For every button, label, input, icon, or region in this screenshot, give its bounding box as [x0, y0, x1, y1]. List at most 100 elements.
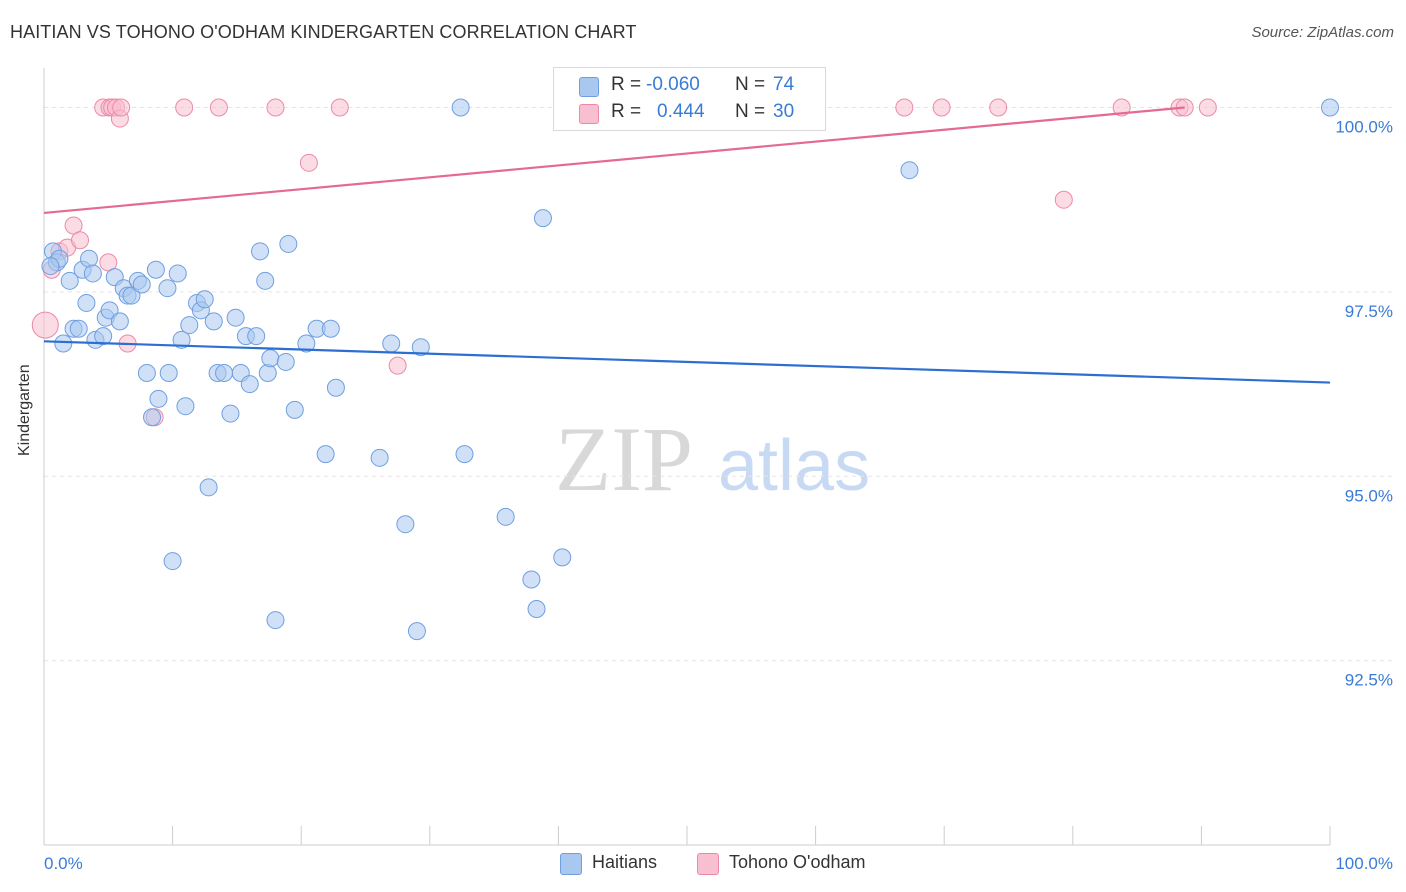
x-tick-labels: 0.0% 100.0% [44, 854, 1393, 873]
trend-lines [43, 106, 1331, 384]
haitians-point [221, 404, 240, 423]
y-tick-label: 100.0% [1335, 118, 1393, 137]
legend-n-label: N = [735, 101, 766, 122]
legend-r-value: -0.060 [646, 74, 700, 95]
tohono-point [175, 98, 194, 117]
tohono-point [388, 356, 407, 375]
haitians-point [279, 234, 298, 253]
haitians-point [321, 319, 340, 338]
legend-n-value: 30 [773, 101, 795, 122]
tohono-point [932, 98, 951, 117]
haitians-point [110, 312, 129, 331]
haitians-point [496, 507, 515, 526]
haitians-point [266, 611, 285, 630]
series-haitians-points [41, 98, 1339, 641]
haitians-point [261, 349, 280, 368]
haitians-point [180, 316, 199, 335]
haitians-point [146, 260, 165, 279]
haitians-point [80, 249, 99, 268]
tohono-point [1198, 98, 1217, 117]
haitians-point [158, 279, 177, 298]
tohono-point [330, 98, 349, 117]
haitians-point [149, 389, 168, 408]
tohono-trend-line [43, 106, 1185, 215]
haitians-point [60, 271, 79, 290]
haitians-point [553, 548, 572, 567]
haitians-point [195, 290, 214, 309]
haitians-point [176, 397, 195, 416]
tohono-point [1112, 98, 1131, 117]
watermark: ZIP atlas [555, 408, 870, 510]
haitians-point [276, 352, 295, 371]
haitians-point [77, 293, 96, 312]
haitians-point [900, 161, 919, 180]
legend-r-value: 0.444 [657, 101, 705, 122]
haitians-point [411, 338, 430, 357]
haitians-point [285, 400, 304, 419]
y-tick-label: 97.5% [1345, 302, 1393, 321]
haitians-point [143, 408, 162, 427]
y-tick-labels: 92.5% 95.0% 97.5% 100.0% [1335, 118, 1393, 690]
haitians-point [204, 312, 223, 331]
haitians-point [226, 308, 245, 327]
haitians-point [1321, 98, 1339, 117]
haitians-label: Haitians [592, 852, 658, 872]
legend-r-label: R = [611, 74, 642, 95]
tohono-point [895, 98, 914, 117]
haitians-point [215, 364, 234, 382]
haitians-trend-line [43, 340, 1331, 384]
y-tick-label: 95.0% [1345, 486, 1393, 505]
tohono-point [112, 98, 131, 117]
haitians-point [455, 445, 474, 464]
legend-row-haitians: R = -0.060 N = 74 [554, 73, 825, 101]
source-note: Source: ZipAtlas.com [1251, 24, 1394, 41]
tohono-point [299, 153, 318, 172]
haitians-point [83, 264, 102, 283]
watermark-atlas: atlas [718, 426, 870, 506]
haitians-point [137, 364, 156, 382]
y-tick-label: 92.5% [1345, 671, 1393, 690]
haitians-point [100, 301, 119, 320]
tohono-point [989, 98, 1008, 117]
haitians-point [256, 271, 275, 290]
haitians-point [54, 334, 73, 353]
x-tick-label: 0.0% [44, 854, 83, 873]
haitians-swatch [560, 853, 582, 875]
haitians-point [247, 327, 266, 346]
tohono-point [209, 98, 228, 117]
series-tohono-points [31, 98, 1217, 427]
tohono-swatch [697, 853, 719, 875]
haitians-point [258, 364, 277, 382]
correlation-legend: R = -0.060 N = 74 R = 0.444 N = 30 [553, 67, 826, 131]
haitians-point [240, 375, 259, 394]
tohono-point [71, 231, 90, 250]
haitians-point [172, 330, 191, 349]
x-tick-label: 100.0% [1335, 854, 1393, 873]
haitians-point [396, 515, 415, 534]
legend-row-tohono: R = 0.444 N = 30 [554, 100, 825, 128]
legend-swatch-tohono [579, 104, 599, 124]
tohono-point [31, 311, 59, 339]
haitians-point [326, 378, 345, 397]
haitians-point [522, 570, 541, 589]
haitians-point [168, 264, 187, 283]
haitians-point [163, 552, 182, 571]
y-axis-label: Kindergarten [16, 364, 33, 456]
axes [43, 68, 1331, 846]
haitians-point [370, 448, 389, 467]
legend-swatch-haitians [579, 77, 599, 97]
haitians-point [251, 242, 270, 261]
chart-title: HAITIAN VS TOHONO O'ODHAM KINDERGARTEN C… [10, 22, 637, 42]
haitians-point [407, 622, 426, 641]
haitians-point [132, 275, 151, 294]
haitians-point [199, 478, 218, 497]
haitians-point [41, 257, 60, 276]
haitians-point [451, 98, 470, 117]
legend-r-label: R = [611, 101, 642, 122]
watermark-zip: ZIP [555, 408, 693, 510]
haitians-point [297, 334, 316, 353]
haitians-point [94, 327, 113, 346]
haitians-point [159, 364, 178, 382]
haitians-point [69, 319, 88, 338]
